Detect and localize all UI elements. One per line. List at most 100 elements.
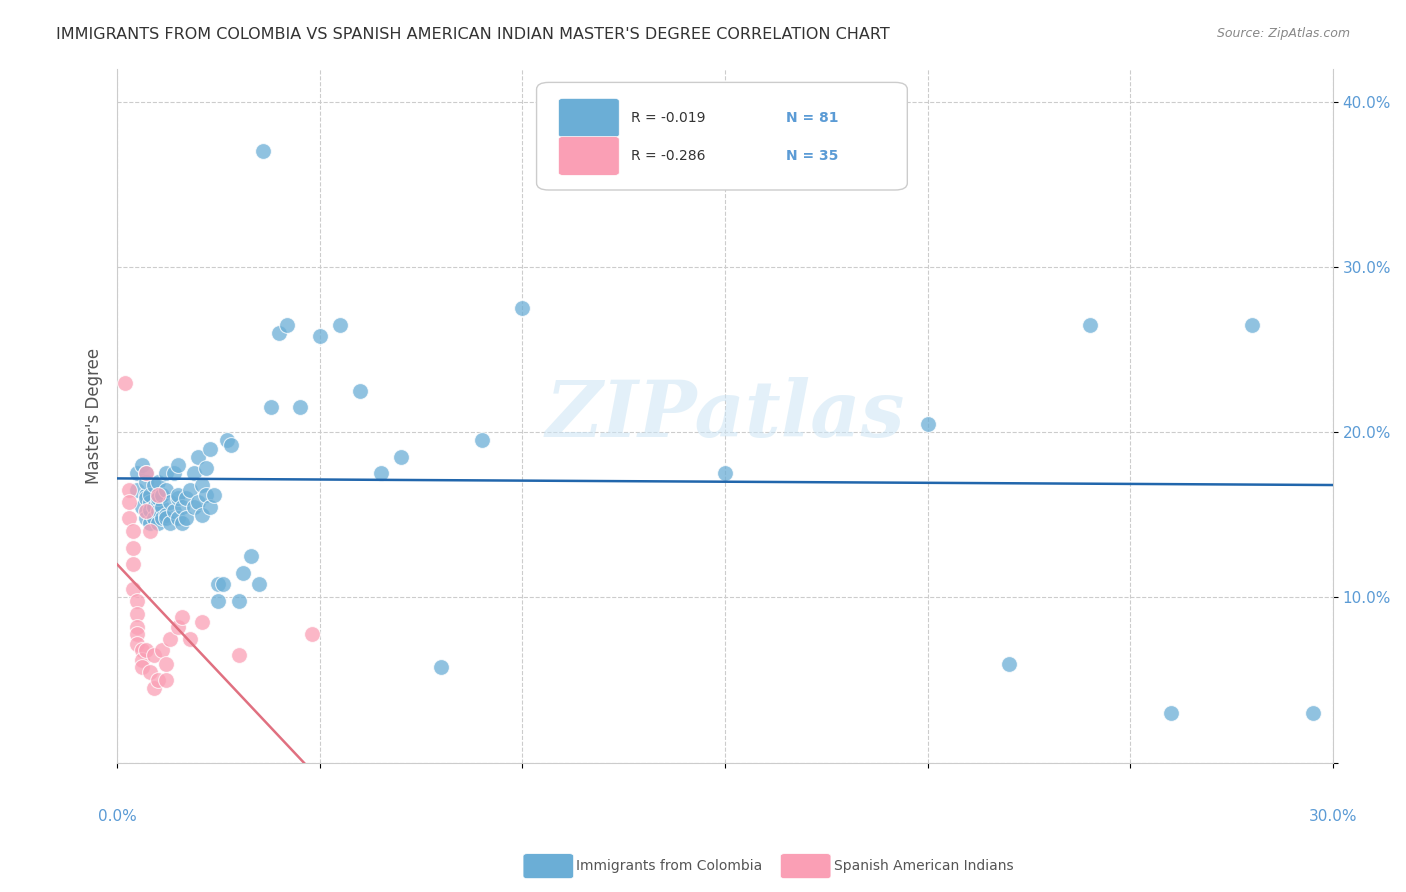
Point xyxy=(135,475,157,489)
Point xyxy=(308,329,330,343)
Point xyxy=(170,500,193,514)
Point xyxy=(191,508,214,522)
Text: IMMIGRANTS FROM COLOMBIA VS SPANISH AMERICAN INDIAN MASTER'S DEGREE CORRELATION : IMMIGRANTS FROM COLOMBIA VS SPANISH AMER… xyxy=(56,27,890,42)
Point xyxy=(155,673,177,687)
Point xyxy=(138,516,160,530)
Point xyxy=(146,516,169,530)
Point xyxy=(142,500,165,514)
Point xyxy=(1302,706,1324,720)
Point xyxy=(155,508,177,522)
Point xyxy=(430,660,453,674)
Point xyxy=(167,511,190,525)
Text: Source: ZipAtlas.com: Source: ZipAtlas.com xyxy=(1216,27,1350,40)
Point xyxy=(276,318,298,332)
Point xyxy=(471,434,494,448)
Point xyxy=(167,620,190,634)
Point xyxy=(118,494,141,508)
Point xyxy=(118,511,141,525)
Point xyxy=(389,450,412,464)
Point xyxy=(155,467,177,481)
Point xyxy=(191,615,214,630)
Point xyxy=(127,620,149,634)
Point xyxy=(131,660,153,674)
Point xyxy=(146,488,169,502)
Text: Immigrants from Colombia: Immigrants from Colombia xyxy=(576,859,762,873)
Point xyxy=(127,607,149,621)
Point xyxy=(163,504,186,518)
Point xyxy=(219,438,242,452)
Point xyxy=(146,475,169,489)
FancyBboxPatch shape xyxy=(537,82,907,190)
Point xyxy=(118,483,141,497)
Point xyxy=(138,503,160,517)
Point xyxy=(239,549,262,563)
Point xyxy=(183,500,205,514)
Point xyxy=(155,483,177,497)
Text: Spanish American Indians: Spanish American Indians xyxy=(834,859,1014,873)
Point xyxy=(146,491,169,506)
Point xyxy=(252,144,274,158)
Point xyxy=(167,488,190,502)
Y-axis label: Master's Degree: Master's Degree xyxy=(86,348,103,483)
Point xyxy=(200,500,222,514)
Text: R = -0.019: R = -0.019 xyxy=(631,111,706,125)
Point xyxy=(131,653,153,667)
Point xyxy=(150,511,173,525)
Point xyxy=(174,491,197,506)
Point xyxy=(187,450,209,464)
Point xyxy=(211,577,233,591)
Point xyxy=(127,467,149,481)
Point xyxy=(207,577,229,591)
Point xyxy=(150,643,173,657)
Point xyxy=(288,401,311,415)
Point xyxy=(228,648,250,663)
Point xyxy=(232,566,254,580)
Point xyxy=(191,478,214,492)
Point xyxy=(183,467,205,481)
Text: 0.0%: 0.0% xyxy=(98,809,136,824)
Point xyxy=(159,516,181,530)
Point xyxy=(269,326,291,340)
Point xyxy=(135,491,157,506)
Point xyxy=(142,511,165,525)
Text: N = 81: N = 81 xyxy=(786,111,838,125)
FancyBboxPatch shape xyxy=(558,136,619,176)
Point xyxy=(138,488,160,502)
Point xyxy=(228,593,250,607)
Point xyxy=(155,511,177,525)
Point xyxy=(159,494,181,508)
Point xyxy=(179,632,201,646)
Point xyxy=(714,467,737,481)
Point xyxy=(167,491,190,506)
Point xyxy=(135,511,157,525)
Point xyxy=(204,488,226,502)
Point xyxy=(159,632,181,646)
Point xyxy=(167,458,190,473)
Point xyxy=(146,504,169,518)
Point xyxy=(370,467,392,481)
Point xyxy=(122,558,145,572)
Point xyxy=(163,467,186,481)
Point xyxy=(114,376,136,390)
Point xyxy=(301,627,323,641)
FancyBboxPatch shape xyxy=(558,98,619,137)
Point xyxy=(195,461,218,475)
Point xyxy=(260,401,283,415)
Point xyxy=(349,384,371,398)
Text: 30.0%: 30.0% xyxy=(1309,809,1357,824)
Point xyxy=(131,458,153,473)
Point xyxy=(1240,318,1263,332)
Point xyxy=(187,494,209,508)
Point xyxy=(997,657,1019,671)
Point xyxy=(127,483,149,497)
Text: ZIPatlas: ZIPatlas xyxy=(546,377,904,454)
Point xyxy=(131,500,153,514)
Point xyxy=(142,478,165,492)
Point xyxy=(122,541,145,555)
Point xyxy=(127,627,149,641)
Point xyxy=(135,643,157,657)
Point xyxy=(1160,706,1182,720)
Point xyxy=(142,681,165,696)
Point xyxy=(1078,318,1101,332)
Point xyxy=(247,577,270,591)
